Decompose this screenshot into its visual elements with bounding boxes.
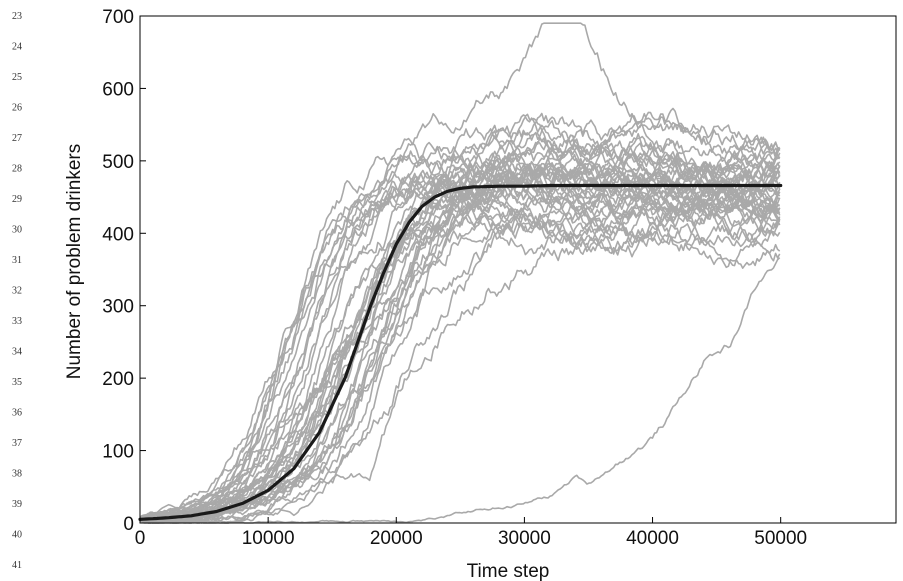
plot-frame <box>139 15 897 524</box>
margin-line-number: 35 <box>12 377 22 388</box>
margin-line-number: 34 <box>12 347 22 358</box>
y-tick-label: 100 <box>102 442 134 463</box>
margin-line-number: 28 <box>12 164 22 175</box>
simulation-run-line <box>139 22 781 521</box>
y-axis-title: Number of problem drinkers <box>64 144 85 379</box>
x-axis-title: Time step <box>467 561 550 581</box>
y-tick-label: 300 <box>102 297 134 318</box>
margin-line-number: 38 <box>12 469 22 480</box>
margin-line-number: 40 <box>12 530 22 541</box>
simulation-run-line <box>139 137 781 519</box>
axis-ticks: 0 10000 20000 30000 40000 50000 0 100 200 300 400 5… <box>102 7 807 549</box>
simulation-run-line <box>139 187 781 524</box>
margin-line-number: 25 <box>12 72 22 83</box>
simulation-run-line <box>139 160 781 524</box>
y-tick-label: 0 <box>123 514 134 535</box>
x-tick-label: 20000 <box>370 528 423 549</box>
y-tick-label: 400 <box>102 224 134 245</box>
x-tick-label: 0 <box>135 528 146 549</box>
margin-line-number: 33 <box>12 316 22 327</box>
margin-line-number: 36 <box>12 408 22 419</box>
y-tick-label: 200 <box>102 369 134 390</box>
margin-line-number: 32 <box>12 286 22 297</box>
margin-line-number: 23 <box>12 11 22 22</box>
margin-line-number: 30 <box>12 225 22 236</box>
margin-line-number: 37 <box>12 438 22 449</box>
simulation-run-line <box>139 164 781 524</box>
simulation-run-line <box>139 145 781 518</box>
margin-line-number: 27 <box>12 133 22 144</box>
y-tick-label: 500 <box>102 152 134 173</box>
chart-series <box>138 22 783 524</box>
x-tick-label: 50000 <box>754 528 807 549</box>
y-tick-label: 600 <box>102 79 134 100</box>
mean-field-line <box>138 183 783 521</box>
margin-line-number: 31 <box>12 255 22 266</box>
simulation-run-line <box>139 210 781 522</box>
simulation-run-line <box>139 175 781 521</box>
margin-line-number: 26 <box>12 103 22 114</box>
simulation-run-line <box>139 190 781 524</box>
margin-line-numbers: 23 24 25 26 27 28 29 30 31 32 33 34 35 36 37 38 39 40 41 <box>12 11 22 571</box>
margin-line-number: 29 <box>12 194 22 205</box>
simulation-run-line <box>139 196 781 522</box>
x-tick-label: 40000 <box>626 528 679 549</box>
simulation-run-line <box>139 185 781 524</box>
margin-line-number: 39 <box>12 499 22 510</box>
x-tick-label: 10000 <box>242 528 295 549</box>
margin-line-number: 24 <box>12 42 22 53</box>
x-tick-label: 30000 <box>498 528 551 549</box>
y-tick-label: 700 <box>102 7 134 28</box>
simulation-run-line <box>139 143 781 520</box>
margin-line-number: 41 <box>12 560 22 571</box>
